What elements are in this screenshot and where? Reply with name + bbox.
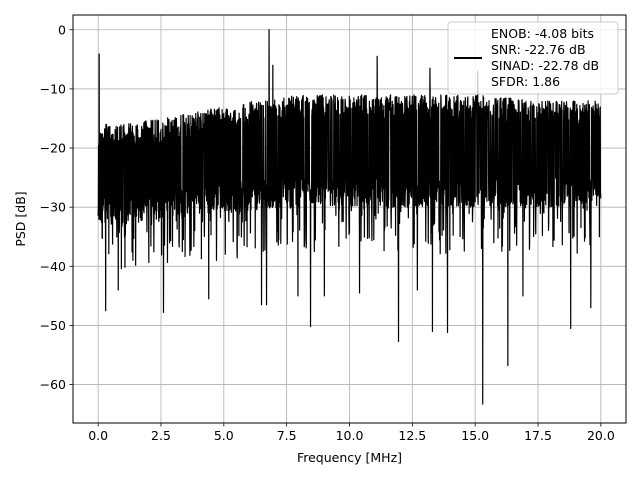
legend-line-enob: ENOB: -4.08 bits (491, 26, 594, 41)
legend-line-sfdr: SFDR: 1.86 (491, 74, 560, 89)
x-tick-label: 17.5 (524, 428, 552, 443)
psd-series-line (97, 29, 602, 405)
y-tick-label: −40 (40, 259, 66, 274)
x-tick-label: 15.0 (461, 428, 489, 443)
x-axis-label: Frequency [MHz] (297, 450, 402, 465)
x-tick-label: 10.0 (336, 428, 364, 443)
y-tick-label: −30 (40, 200, 66, 215)
x-tick-label: 20.0 (587, 428, 615, 443)
x-axis-ticks: 0.0 2.5 5.0 7.5 10.0 12.5 15.0 17.5 20.0 (88, 423, 615, 443)
x-tick-label: 7.5 (277, 428, 297, 443)
y-tick-label: −10 (40, 81, 66, 96)
y-tick-label: 0 (58, 22, 66, 37)
y-axis-label: PSD [dB] (13, 191, 28, 246)
legend-line-sinad: SINAD: -22.78 dB (491, 58, 599, 73)
legend-line-snr: SNR: -22.76 dB (491, 42, 586, 57)
y-tick-label: −20 (40, 141, 66, 156)
legend: ENOB: -4.08 bits SNR: -22.76 dB SINAD: -… (447, 21, 619, 95)
y-tick-label: −50 (40, 318, 66, 333)
y-axis-ticks: 0 −10 −20 −30 −40 −50 −60 (40, 22, 73, 392)
series-layer (97, 29, 602, 405)
x-tick-label: 12.5 (398, 428, 426, 443)
x-tick-label: 5.0 (214, 428, 234, 443)
y-tick-label: −60 (40, 377, 66, 392)
x-tick-label: 0.0 (88, 428, 108, 443)
legend-box (447, 21, 619, 95)
x-tick-label: 2.5 (151, 428, 171, 443)
